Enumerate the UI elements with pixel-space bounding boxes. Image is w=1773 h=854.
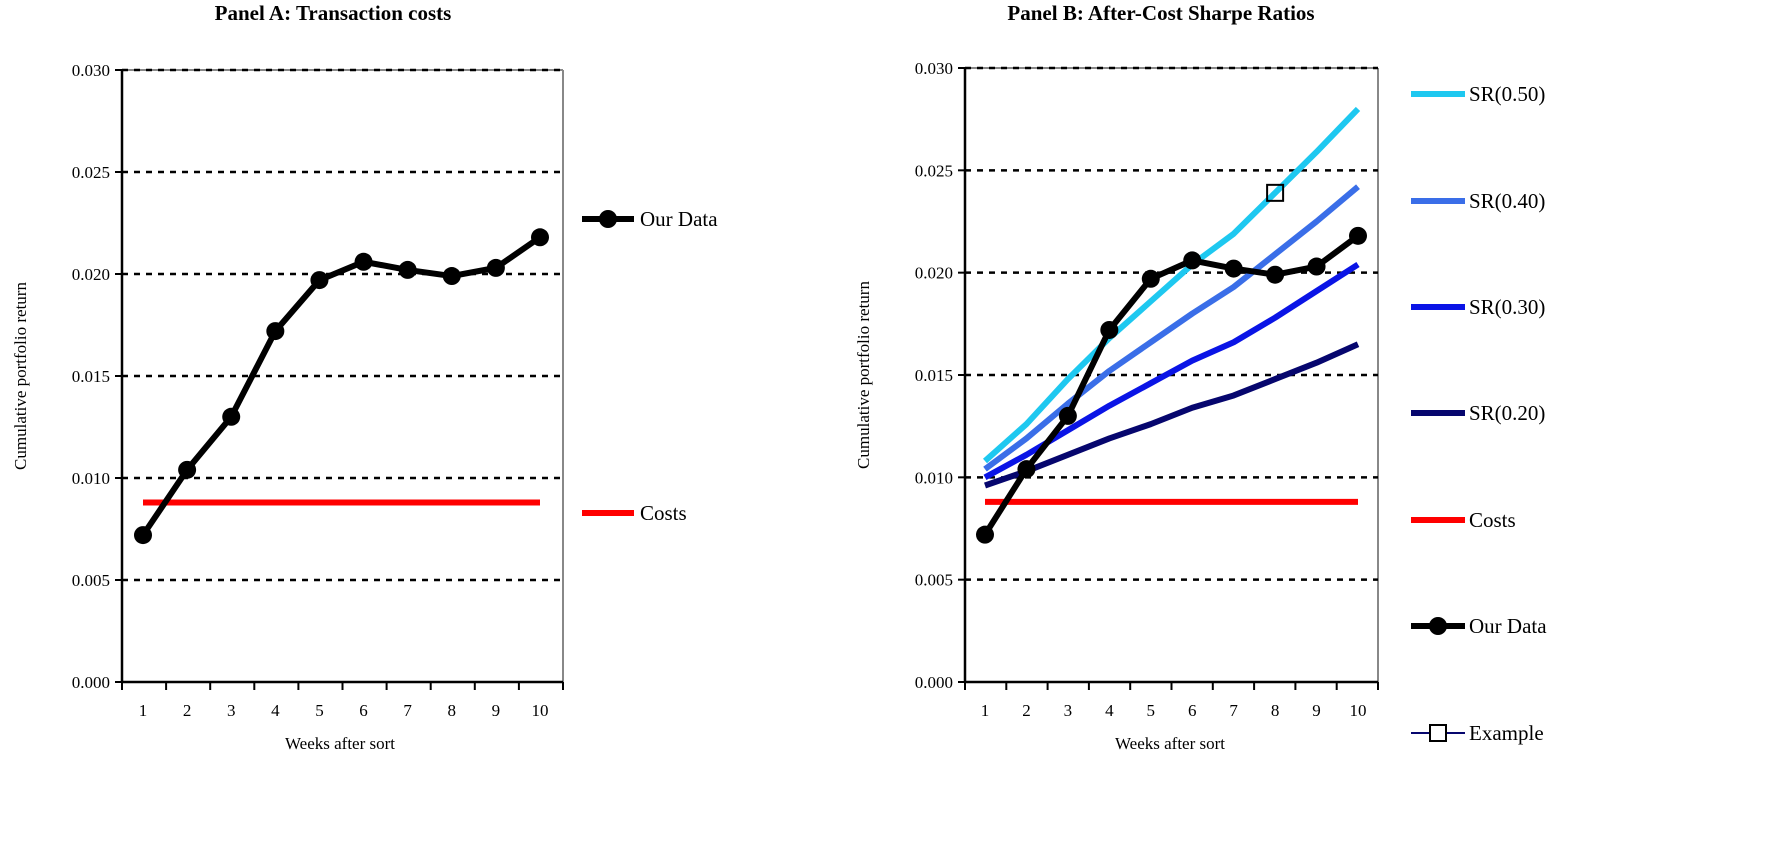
x-tick-label: 1 (139, 701, 148, 720)
data-point-our-data (976, 525, 994, 544)
y-tick-label: 0.030 (72, 61, 110, 80)
legend-marker (1429, 724, 1447, 742)
x-axis-label: Weeks after sort (285, 734, 395, 753)
legend-item-sr-0-50: SR(0.50) (1411, 82, 1545, 106)
legend-label: Costs (1469, 508, 1516, 532)
x-tick-label: 5 (1147, 701, 1156, 720)
x-tick-label: 4 (1105, 701, 1114, 720)
series-line-our-data (982, 233, 1360, 537)
x-tick-label: 3 (1064, 701, 1073, 720)
y-tick-label: 0.025 (915, 161, 953, 180)
y-axis-label: Cumulative portfolio return (11, 282, 30, 470)
series-line-our-data (140, 234, 542, 537)
y-tick-label: 0.025 (72, 163, 110, 182)
legend-item-sr-0-20: SR(0.20) (1411, 401, 1545, 425)
legend-marker (599, 210, 617, 228)
series-line-sr-0-40 (983, 184, 1360, 472)
data-point-our-data (1266, 265, 1285, 284)
legend-label: SR(0.20) (1469, 401, 1545, 425)
legend-label: SR(0.40) (1469, 189, 1545, 213)
y-tick-label: 0.020 (72, 265, 110, 284)
data-point-our-data (442, 267, 461, 286)
legend-label: Our Data (1469, 614, 1547, 638)
legend-label: Example (1469, 721, 1544, 745)
x-tick-label: 2 (183, 701, 192, 720)
series-line-sr-0-20 (984, 341, 1360, 489)
y-tick-label: 0.005 (915, 571, 953, 590)
legend-item-our-data: Our Data (1411, 614, 1547, 638)
data-point-our-data (1058, 406, 1077, 425)
data-point-our-data (134, 526, 152, 545)
legend-marker (1429, 617, 1447, 635)
data-point-our-data (1141, 269, 1160, 288)
panel-a-chart: Panel A: Transaction costs 0.000 0.005 0.01… (11, 1, 718, 753)
legend-label: SR(0.30) (1469, 295, 1545, 319)
data-point-our-data (266, 322, 285, 341)
x-tick-label: 2 (1022, 701, 1031, 720)
legend-item-sr-0-40: SR(0.40) (1411, 189, 1545, 213)
legend-item-example: Example (1411, 721, 1544, 745)
x-tick-label: 10 (532, 701, 549, 720)
data-point-our-data (178, 460, 197, 479)
x-tick-label: 9 (1312, 701, 1321, 720)
data-point-our-data (531, 228, 549, 247)
x-tick-label: 10 (1350, 701, 1367, 720)
x-tick-label: 4 (271, 701, 280, 720)
legend-label: Costs (640, 501, 687, 525)
legend-label: Our Data (640, 207, 718, 231)
data-point-our-data (486, 258, 505, 277)
chart-title: Panel A: Transaction costs (215, 1, 452, 25)
x-tick-label: 5 (315, 701, 324, 720)
y-tick-label: 0.010 (915, 468, 953, 487)
x-tick-label: 6 (1188, 701, 1197, 720)
data-point-our-data (1183, 251, 1202, 270)
data-point-our-data (354, 252, 373, 271)
data-point-our-data (1307, 257, 1326, 276)
y-tick-label: 0.000 (915, 673, 953, 692)
chart-title: Panel B: After-Cost Sharpe Ratios (1007, 1, 1314, 25)
x-tick-label: 8 (1271, 701, 1280, 720)
data-point-our-data (1349, 226, 1367, 245)
y-axis-label: Cumulative portfolio return (854, 281, 873, 469)
data-point-our-data (1224, 259, 1243, 278)
legend-item-our-data: Our Data (582, 207, 718, 231)
data-point-our-data (1017, 460, 1036, 479)
x-tick-label: 1 (981, 701, 990, 720)
legend-item-costs: Costs (582, 501, 687, 525)
legend-item-sr-0-30: SR(0.30) (1411, 295, 1545, 319)
data-point-our-data (398, 260, 417, 279)
data-point-our-data (222, 407, 241, 426)
y-tick-label: 0.010 (72, 469, 110, 488)
x-tick-label: 7 (403, 701, 412, 720)
x-tick-label: 3 (227, 701, 236, 720)
series-line-sr-0-50 (983, 106, 1361, 464)
x-tick-label: 6 (359, 701, 368, 720)
y-tick-label: 0.005 (72, 571, 110, 590)
data-point-our-data (1100, 320, 1119, 339)
y-tick-label: 0.015 (915, 366, 953, 385)
x-tick-label: 8 (448, 701, 457, 720)
x-tick-label: 9 (492, 701, 501, 720)
y-tick-label: 0.030 (915, 59, 953, 78)
legend-item-costs: Costs (1411, 508, 1516, 532)
x-tick-label: 7 (1229, 701, 1238, 720)
y-tick-label: 0.000 (72, 673, 110, 692)
legend-label: SR(0.50) (1469, 82, 1545, 106)
data-point-our-data (310, 271, 329, 290)
y-tick-label: 0.020 (915, 264, 953, 283)
data-point-example (1266, 183, 1285, 202)
panel-b-chart: Panel B: After-Cost Sharpe Ratios 0.000 0.… (854, 1, 1547, 753)
x-axis-label: Weeks after sort (1115, 734, 1225, 753)
y-tick-label: 0.015 (72, 367, 110, 386)
